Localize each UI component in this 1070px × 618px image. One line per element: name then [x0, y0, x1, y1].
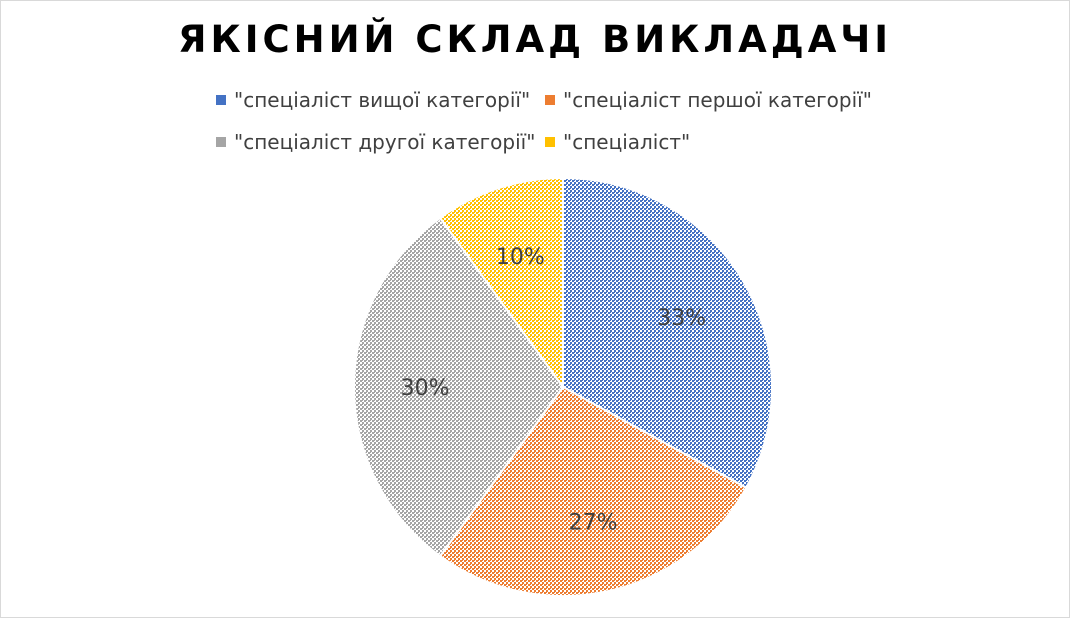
legend-swatch-first-category	[545, 95, 555, 105]
pie-label-higher-category: 33%	[657, 306, 706, 331]
pie-label-specialist: 10%	[496, 245, 545, 270]
legend-label-specialist: "спеціаліст"	[563, 130, 691, 154]
pie-slice-second-category	[353, 216, 565, 558]
legend-swatch-specialist	[545, 137, 555, 147]
legend-label-second-category: "спеціаліст другої категорії"	[234, 130, 536, 154]
chart-title: ЯКІСНИЙ СКЛАД ВИКЛАДАЧІ	[177, 18, 893, 61]
legend-item-higher-category: "спеціаліст вищої категорії"	[216, 88, 530, 112]
pie-label-second-category: 30%	[401, 376, 450, 401]
legend-swatch-second-category	[216, 137, 226, 147]
legend-item-specialist: "спеціаліст"	[545, 130, 690, 154]
legend-label-higher-category: "спеціаліст вищої категорії"	[234, 88, 531, 112]
pie-slice-higher-category	[562, 176, 773, 490]
legend-item-first-category: "спеціаліст першої категорії"	[545, 88, 872, 112]
pie-slice-specialist	[438, 176, 564, 391]
legend-swatch-higher-category	[216, 95, 226, 105]
pie-label-first-category: 27%	[569, 511, 618, 536]
pie-slice-first-category	[438, 385, 748, 597]
legend-item-second-category: "спеціаліст другої категорії"	[216, 130, 535, 154]
legend-label-first-category: "спеціаліст першої категорії"	[563, 88, 872, 112]
